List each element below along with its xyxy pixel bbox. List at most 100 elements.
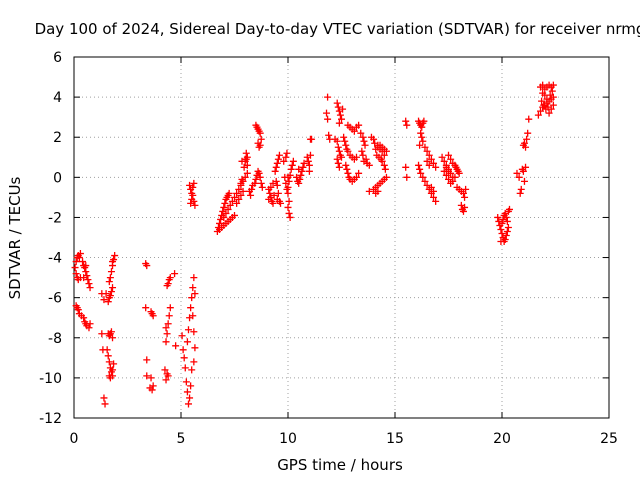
data-point [522, 143, 530, 151]
data-point [142, 304, 150, 312]
data-point [338, 153, 345, 161]
data-point [75, 254, 83, 262]
data-point [423, 147, 431, 155]
data-point [335, 147, 343, 155]
data-point [257, 179, 265, 187]
data-point [374, 187, 382, 195]
data-point [104, 298, 112, 306]
y-tick-label: -10 [39, 371, 62, 387]
data-point [417, 129, 425, 137]
data-point [403, 121, 411, 129]
data-point [248, 185, 256, 193]
data-point [513, 169, 521, 177]
data-point [106, 274, 114, 282]
data-point [251, 179, 259, 187]
data-point [105, 278, 113, 286]
data-point [100, 296, 108, 304]
data-point [432, 197, 440, 205]
data-point [272, 163, 280, 171]
data-point [534, 111, 542, 119]
data-point [86, 284, 94, 292]
data-point [416, 165, 424, 173]
data-point [72, 258, 80, 266]
data-point [344, 147, 352, 155]
data-point [361, 141, 369, 149]
data-point [275, 151, 283, 159]
data-point [300, 159, 308, 167]
data-point [295, 165, 303, 173]
data-point [358, 147, 366, 155]
data-point [284, 183, 292, 191]
data-point [148, 310, 156, 318]
data-point [296, 175, 304, 183]
data-point [242, 149, 250, 157]
y-tick-label: -4 [48, 251, 62, 267]
data-point [80, 274, 88, 282]
data-point [103, 346, 111, 354]
data-point [190, 274, 198, 282]
data-point [109, 366, 117, 374]
data-point [161, 366, 169, 374]
data-point [323, 109, 331, 117]
data-point [184, 400, 192, 408]
y-tick-label: -6 [48, 291, 62, 307]
data-point [498, 229, 506, 237]
data-point [222, 209, 230, 217]
data-point [258, 183, 266, 191]
data-point [352, 173, 360, 181]
data-point [459, 207, 467, 215]
data-point [166, 274, 174, 282]
data-point [359, 133, 367, 141]
data-point [79, 258, 87, 266]
data-point [445, 175, 452, 183]
data-point [360, 137, 368, 145]
data-point [355, 169, 363, 177]
x-tick-label: 15 [386, 431, 404, 447]
data-point [235, 185, 243, 193]
data-point [504, 223, 512, 231]
data-point [537, 107, 545, 115]
data-point [220, 213, 228, 221]
data-point [341, 137, 349, 145]
data-point [233, 199, 241, 207]
data-point [427, 155, 435, 163]
data-point [267, 183, 275, 191]
data-point [402, 163, 410, 171]
data-point [107, 328, 115, 336]
data-point [189, 183, 197, 191]
data-point [191, 344, 199, 352]
data-point [80, 314, 88, 322]
data-point [520, 139, 528, 147]
data-point [188, 195, 196, 203]
data-point [107, 288, 115, 296]
data-point [402, 117, 410, 125]
data-point [285, 209, 293, 217]
data-point [306, 151, 314, 159]
data-point [295, 179, 303, 187]
data-point [105, 358, 113, 366]
data-point [216, 219, 224, 227]
data-point [187, 199, 195, 207]
data-point [106, 374, 114, 382]
data-point [191, 201, 199, 209]
data-point [181, 364, 189, 372]
data-point [421, 143, 429, 151]
data-point [419, 137, 427, 145]
data-point [143, 372, 151, 380]
data-point [252, 175, 260, 183]
data-point [459, 189, 467, 197]
data-point [427, 183, 435, 191]
data-point [451, 173, 459, 181]
data-point [289, 157, 297, 165]
data-point [378, 147, 386, 155]
data-point [442, 171, 450, 179]
data-point [180, 354, 188, 362]
data-point [497, 225, 505, 233]
data-point [432, 163, 440, 171]
data-point [270, 191, 278, 199]
data-point [455, 169, 463, 177]
data-point [461, 203, 469, 211]
data-point [164, 280, 172, 288]
data-point [336, 111, 344, 119]
data-point [538, 97, 546, 105]
